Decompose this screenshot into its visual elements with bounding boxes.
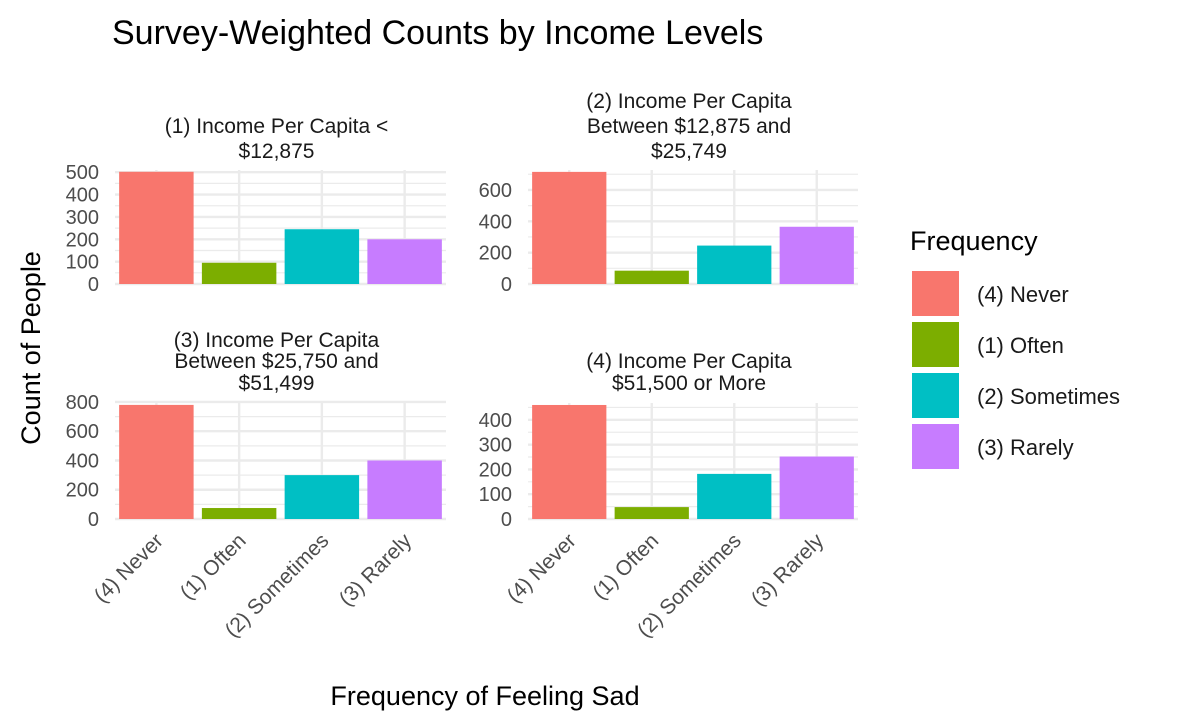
panel-title-line: $51,500 or More	[612, 372, 766, 395]
y-tick-label: 400	[479, 211, 512, 233]
panel-title-line: (1) Income Per Capita <	[165, 115, 389, 138]
y-tick-label: 200	[66, 480, 99, 502]
bar-1-2	[201, 262, 277, 284]
x-tick-label: (4) Never	[503, 529, 581, 607]
bar-2-1	[532, 171, 607, 284]
legend-swatch	[912, 424, 959, 469]
x-tick-label: (3) Rarely	[335, 529, 417, 611]
bar-2-3	[697, 245, 772, 284]
panel-title-line: Between $25,750 and	[174, 350, 378, 373]
x-tick-label: (3) Rarely	[747, 529, 829, 611]
panel-title-line: (3) Income Per Capita	[174, 329, 380, 352]
y-tick-label: 0	[88, 274, 99, 296]
bar-1-3	[284, 229, 360, 284]
legend-swatch	[912, 373, 959, 418]
panel-title-line: (4) Income Per Capita	[586, 350, 792, 373]
x-axis-label: Frequency of Feeling Sad	[330, 681, 639, 711]
x-tick-label: (4) Never	[90, 529, 168, 607]
legend-swatch	[912, 322, 959, 367]
y-tick-label: 0	[88, 509, 99, 531]
bar-1-4	[367, 239, 442, 284]
y-tick-label: 300	[66, 207, 99, 229]
x-tick-label: (1) Often	[176, 529, 251, 604]
bar-3-1	[119, 404, 194, 519]
x-tick-label: (1) Often	[588, 529, 663, 604]
panel-title-line: $12,875	[239, 140, 315, 163]
y-tick-label: 100	[66, 252, 99, 274]
y-tick-label: 100	[479, 484, 512, 506]
legend-title: Frequency	[910, 226, 1038, 256]
panel-3: 0 200 400 600 800 (3) Income Per CapitaBetwee…	[66, 329, 446, 531]
bar-3-4	[367, 460, 442, 519]
y-tick-label: 600	[479, 180, 512, 202]
bar-3-3	[284, 475, 360, 519]
bar-4-4	[779, 456, 854, 519]
y-tick-label: 600	[66, 421, 99, 443]
bar-4-1	[532, 404, 607, 519]
y-tick-label: 200	[66, 229, 99, 251]
panel-title-line: $51,499	[239, 372, 315, 395]
bar-2-4	[779, 226, 854, 284]
legend-label: (1) Often	[977, 333, 1064, 358]
panel-title-line: Between $12,875 and	[587, 115, 791, 138]
y-tick-label: 400	[66, 450, 99, 472]
y-tick-label: 0	[501, 509, 512, 531]
y-tick-label: 200	[479, 243, 512, 265]
y-tick-label: 800	[66, 392, 99, 414]
legend-label: (4) Never	[977, 282, 1069, 307]
y-tick-label: 500	[66, 162, 99, 184]
y-axis-label: Count of People	[16, 251, 46, 445]
panel-title-line: (2) Income Per Capita	[586, 90, 792, 113]
bar-4-2	[614, 507, 689, 519]
chart-title: Survey-Weighted Counts by Income Levels	[112, 14, 763, 52]
y-tick-label: 0	[501, 274, 512, 296]
bar-1-1	[119, 171, 194, 284]
bar-3-2	[201, 508, 277, 519]
y-tick-label: 300	[479, 435, 512, 457]
legend-label: (2) Sometimes	[977, 384, 1120, 409]
bar-4-3	[697, 473, 772, 519]
legend-swatch	[912, 271, 959, 316]
legend-label: (3) Rarely	[977, 435, 1074, 460]
bar-2-2	[614, 270, 689, 284]
y-tick-label: 400	[479, 410, 512, 432]
panel-title-line: $25,749	[651, 140, 727, 163]
y-tick-label: 200	[479, 459, 512, 481]
y-tick-label: 400	[66, 185, 99, 207]
